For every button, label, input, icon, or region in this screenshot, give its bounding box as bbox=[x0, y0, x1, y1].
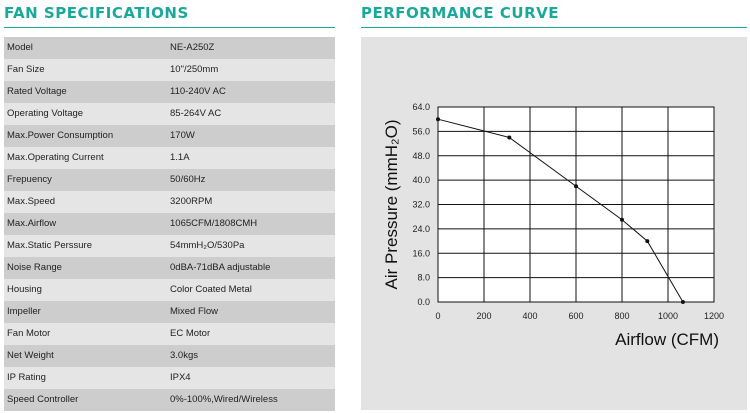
spec-value: EC Motor bbox=[170, 328, 211, 339]
spec-value: 1065CFM/1808CMH bbox=[170, 218, 258, 229]
spec-label: IP Rating bbox=[7, 372, 46, 383]
spec-label: Max.Speed bbox=[7, 196, 56, 207]
spec-label: Speed Controller bbox=[7, 394, 79, 405]
spec-value: Mixed Flow bbox=[170, 306, 219, 317]
spec-row: Fan Motor EC Motor bbox=[4, 323, 335, 345]
spec-value: 0%-100%,Wired/Wireless bbox=[170, 394, 278, 405]
spec-value: 1.1A bbox=[170, 152, 190, 163]
performance-curve-line bbox=[437, 118, 684, 303]
spec-row: IP Rating IPX4 bbox=[4, 367, 335, 389]
x-tick-label: 1200 bbox=[704, 311, 724, 321]
title-underline bbox=[361, 27, 747, 28]
x-tick-label: 600 bbox=[568, 311, 583, 321]
spec-row: Frepuency 50/60Hz bbox=[4, 169, 335, 191]
fan-specifications-title: FAN SPECIFICATIONS bbox=[4, 4, 189, 22]
spec-row: Operating Voltage 85-264V AC bbox=[4, 103, 335, 125]
spec-row: Fan Size 10"/250mm bbox=[4, 59, 335, 81]
spec-value: 10"/250mm bbox=[170, 64, 219, 75]
y-tick-label: 40.0 bbox=[412, 175, 430, 185]
spec-row: Model NE-A250Z bbox=[4, 37, 335, 59]
spec-value: IPX4 bbox=[170, 372, 191, 383]
spec-label: Max.Power Consumption bbox=[7, 130, 114, 141]
spec-label: Operating Voltage bbox=[7, 108, 84, 119]
x-tick-label: 1000 bbox=[658, 311, 678, 321]
y-tick-label: 48.0 bbox=[412, 151, 430, 161]
spec-row: Speed Controller 0%-100%,Wired/Wireless bbox=[4, 389, 335, 411]
y-tick-label: 56.0 bbox=[412, 126, 430, 136]
spec-label: Housing bbox=[7, 284, 42, 295]
y-tick-label: 16.0 bbox=[412, 248, 430, 258]
spec-value: 0dBA-71dBA adjustable bbox=[170, 262, 271, 273]
spec-label: Max.Airflow bbox=[7, 218, 57, 229]
spec-value: 50/60Hz bbox=[170, 174, 206, 185]
data-point bbox=[645, 239, 650, 244]
spec-row: Net Weight 3.0kgs bbox=[4, 345, 335, 367]
y-tick-label: 32.0 bbox=[412, 200, 430, 210]
data-point bbox=[574, 184, 578, 189]
spec-row: Rated Voltage 110-240V AC bbox=[4, 81, 335, 103]
spec-label: Fan Motor bbox=[7, 328, 51, 339]
spec-row: Max.Power Consumption 170W bbox=[4, 125, 335, 147]
x-tick-label: 0 bbox=[435, 311, 440, 321]
spec-label: Fan Size bbox=[7, 64, 45, 75]
data-point bbox=[507, 135, 512, 140]
x-tick-label: 200 bbox=[476, 311, 491, 321]
spec-label: Max.Operating Current bbox=[7, 152, 104, 163]
performance-chart: 0 200 400 600 800 1000 1200 0.0 8.0 16.0 24.0 32.0 4… bbox=[382, 102, 724, 349]
data-point bbox=[620, 217, 624, 222]
spec-value: 3200RPM bbox=[170, 196, 213, 207]
spec-value: 54mmH₂O/530Pa bbox=[170, 240, 245, 251]
y-tick-label: 64.0 bbox=[412, 102, 430, 112]
spec-value: Color Coated Metal bbox=[170, 284, 252, 295]
spec-value: NE-A250Z bbox=[170, 42, 215, 53]
spec-row: Max.Speed 3200RPM bbox=[4, 191, 335, 213]
performance-curve-title: PERFORMANCE CURVE bbox=[361, 4, 559, 22]
spec-value: 3.0kgs bbox=[170, 350, 198, 361]
spec-row: Impeller Mixed Flow bbox=[4, 301, 335, 323]
x-tick-label: 400 bbox=[522, 311, 537, 321]
spec-row: Max.Airflow 1065CFM/1808CMH bbox=[4, 213, 335, 235]
x-axis-label: Airflow (CFM) bbox=[615, 330, 719, 349]
y-tick-label: 8.0 bbox=[417, 273, 430, 283]
spec-row: Max.Operating Current 1.1A bbox=[4, 147, 335, 169]
y-axis-label: Air Pressure (mmH₂O) bbox=[382, 120, 401, 290]
title-underline bbox=[4, 27, 335, 28]
spec-label: Noise Range bbox=[7, 262, 62, 273]
spec-label: Net Weight bbox=[7, 350, 54, 361]
y-tick-label: 24.0 bbox=[412, 224, 430, 234]
spec-value: 170W bbox=[170, 130, 195, 141]
performance-chart-panel: 0 200 400 600 800 1000 1200 0.0 8.0 16.0 24.0 32.0 4… bbox=[361, 37, 747, 410]
spec-table: Model NE-A250Z Fan Size 10"/250mm Rated Volt… bbox=[4, 37, 335, 411]
spec-label: Rated Voltage bbox=[7, 86, 67, 97]
data-point bbox=[680, 300, 685, 304]
spec-value: 110-240V AC bbox=[170, 86, 226, 97]
spec-value: 85-264V AC bbox=[170, 108, 222, 119]
spec-row: Noise Range 0dBA-71dBA adjustable bbox=[4, 257, 335, 279]
spec-label: Impeller bbox=[7, 306, 41, 317]
x-tick-label: 800 bbox=[614, 311, 629, 321]
spec-label: Frepuency bbox=[7, 174, 52, 185]
spec-row: Housing Color Coated Metal bbox=[4, 279, 335, 301]
data-point bbox=[436, 117, 440, 122]
y-tick-label: 0.0 bbox=[417, 297, 430, 307]
spec-label: Max.Static Perssure bbox=[7, 240, 92, 251]
spec-row: Max.Static Perssure 54mmH₂O/530Pa bbox=[4, 235, 335, 257]
spec-label: Model bbox=[7, 42, 33, 53]
